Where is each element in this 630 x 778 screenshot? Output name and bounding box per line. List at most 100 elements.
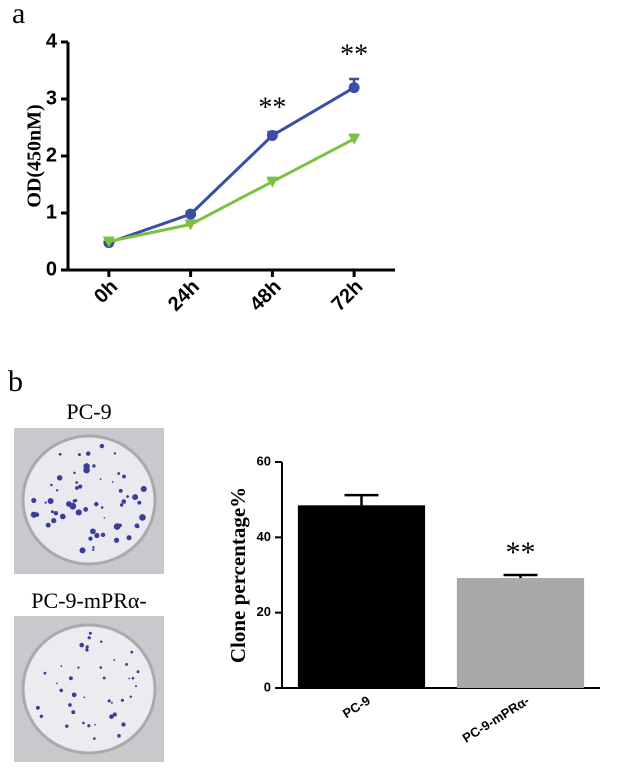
colony [85, 451, 91, 456]
error-bar [503, 573, 538, 579]
colony [109, 714, 114, 719]
colony [103, 517, 106, 519]
colony [90, 528, 96, 535]
colony [117, 472, 121, 475]
colony [83, 696, 86, 699]
y-tick-label: 60 [257, 453, 271, 468]
colony [130, 650, 134, 654]
colony [79, 642, 85, 648]
colony [39, 714, 44, 718]
series-line [108, 86, 355, 245]
colony [72, 499, 77, 503]
marker [102, 236, 115, 248]
colony [139, 514, 146, 521]
colony [92, 464, 96, 468]
colony [134, 685, 138, 688]
colony [75, 486, 79, 490]
colony [82, 721, 85, 725]
marker [266, 129, 278, 141]
colony [140, 485, 147, 492]
marker [266, 176, 279, 188]
y-axis-label: OD(450nM) [24, 104, 46, 207]
colony [102, 676, 106, 680]
x-tick-label: PC-9 [340, 693, 373, 721]
colony [113, 537, 120, 543]
colony [30, 511, 38, 518]
colony [99, 666, 103, 669]
colony [131, 676, 135, 680]
y-tick-label: 4 [46, 30, 58, 52]
colony [136, 670, 140, 674]
colony [118, 523, 122, 528]
y-tick-label: 0 [264, 679, 271, 694]
y-tick-label: 2 [46, 144, 57, 166]
colony [94, 723, 96, 726]
annotation: ** [340, 39, 368, 70]
colony [126, 535, 132, 541]
colony [66, 501, 72, 507]
colony [50, 483, 53, 487]
colony [71, 692, 77, 698]
colony [75, 481, 79, 484]
colony [87, 636, 91, 640]
colony [71, 710, 76, 715]
x-tick-label: 72h [327, 276, 367, 316]
colony [117, 734, 121, 738]
bar [297, 505, 426, 688]
colony [47, 498, 54, 505]
series-line [108, 137, 355, 243]
colony [119, 503, 124, 507]
colony [59, 688, 64, 693]
colony [51, 518, 57, 524]
colony [44, 501, 47, 504]
error-bar [344, 493, 379, 506]
colony [45, 522, 51, 528]
colony [59, 513, 66, 520]
colony [99, 478, 102, 481]
y-tick-label: 3 [46, 87, 57, 109]
colony [50, 510, 54, 514]
colony [137, 500, 142, 505]
x-tick-label: 0h [90, 276, 122, 308]
y-tick-label: 40 [257, 529, 271, 544]
bar [456, 578, 585, 688]
colony [122, 474, 126, 479]
colony [85, 645, 89, 649]
colony [126, 495, 129, 498]
colony [58, 452, 62, 456]
colony [53, 511, 59, 516]
colony [77, 453, 81, 457]
colony [60, 665, 63, 667]
annotation: ** [506, 536, 536, 569]
colony [79, 547, 86, 554]
y-axis-label: Clone percentage% [226, 487, 250, 663]
panel-label: b [8, 365, 23, 398]
colony [31, 497, 37, 503]
colony [43, 671, 47, 675]
colony [113, 658, 116, 661]
colony [87, 724, 91, 728]
annotation: ** [258, 92, 286, 123]
colony [100, 506, 104, 509]
x-tick-label: 48h [246, 276, 286, 316]
colony [136, 525, 140, 529]
colony [35, 705, 40, 710]
colony [128, 677, 131, 680]
colony [83, 507, 89, 512]
photo-label: PC-9-mPRα- [31, 588, 146, 613]
colony [125, 662, 128, 666]
colony [78, 484, 83, 489]
colony [113, 452, 117, 455]
colony [111, 481, 114, 483]
colony [121, 722, 126, 727]
colony [99, 640, 103, 643]
colony [75, 509, 82, 516]
y-tick-label: 0 [46, 258, 57, 280]
x-tick-label: 24h [164, 276, 204, 316]
colony [112, 712, 117, 717]
colony [110, 701, 113, 704]
colony [56, 475, 63, 481]
dish [21, 434, 157, 566]
colony [99, 443, 105, 449]
